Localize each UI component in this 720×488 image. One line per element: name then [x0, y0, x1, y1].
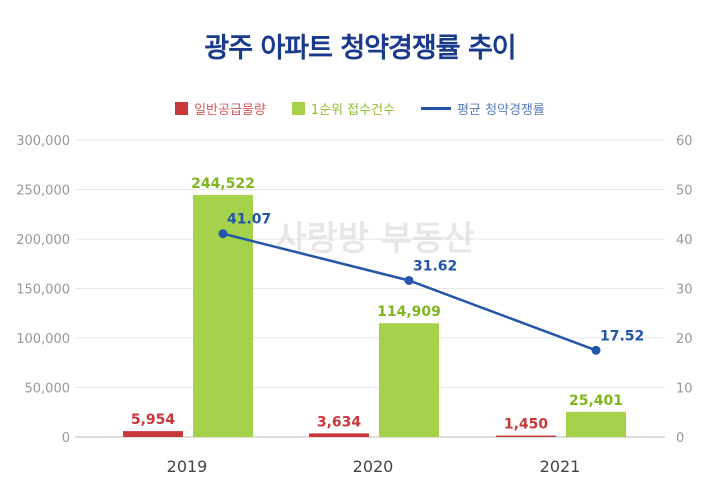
x-tick-label: 2019 — [167, 457, 208, 476]
y-left-tick-label: 250,000 — [16, 184, 70, 199]
legend-item-applications: 1순위 접수건수 — [291, 99, 396, 118]
bar-applications — [566, 411, 626, 437]
data-label: 244,522 — [191, 176, 255, 192]
data-label: 1,450 — [504, 417, 549, 433]
data-label: 5,954 — [131, 412, 176, 428]
bar-applications — [379, 323, 439, 437]
y-right-tick-label: 40 — [676, 233, 693, 248]
legend-swatch — [291, 102, 305, 115]
y-left-tick-label: 300,000 — [16, 134, 70, 149]
legend-label: 1순위 접수건수 — [310, 103, 396, 118]
x-tick-label: 2020 — [353, 457, 394, 476]
y-left-tick-label: 100,000 — [16, 332, 70, 347]
legend-item-ratio: 평균 청약경쟁률 — [421, 99, 545, 118]
y-right-tick-label: 30 — [676, 283, 693, 298]
y-right-tick-label: 50 — [676, 184, 693, 199]
bar-supply — [496, 435, 556, 437]
y-left-tick-label: 0 — [62, 431, 70, 446]
bar-supply — [123, 431, 183, 437]
y-left-tick-label: 200,000 — [16, 233, 70, 248]
y-right-tick-label: 20 — [676, 332, 693, 347]
ratio-point — [591, 345, 601, 355]
data-label: 114,909 — [377, 304, 441, 320]
legend: 일반공급물량 1순위 접수건수 평균 청약경쟁률 — [0, 99, 720, 118]
legend-label: 일반공급물량 — [194, 103, 266, 118]
data-label: 3,634 — [317, 414, 362, 430]
ratio-point — [404, 275, 414, 285]
data-label: 17.52 — [600, 328, 644, 344]
legend-item-supply: 일반공급물량 — [175, 99, 266, 118]
y-right-tick-label: 10 — [676, 382, 693, 397]
y-right-tick-label: 60 — [676, 134, 693, 149]
legend-swatch — [175, 102, 189, 115]
y-left-tick-label: 50,000 — [25, 382, 71, 397]
chart-title: 광주 아파트 청약경쟁률 추이 — [204, 33, 516, 64]
data-label: 41.07 — [227, 212, 271, 228]
y-right-tick-label: 0 — [676, 431, 684, 446]
y-left-tick-label: 150,000 — [16, 283, 70, 298]
x-tick-label: 2021 — [540, 457, 581, 476]
data-label: 25,401 — [569, 393, 623, 409]
bar-supply — [309, 433, 369, 437]
ratio-point — [218, 229, 228, 239]
legend-swatch — [421, 107, 452, 110]
watermark: 사랑방 부동산 — [275, 219, 475, 259]
legend-label: 평균 청약경쟁률 — [457, 103, 545, 118]
data-label: 31.62 — [413, 258, 457, 274]
